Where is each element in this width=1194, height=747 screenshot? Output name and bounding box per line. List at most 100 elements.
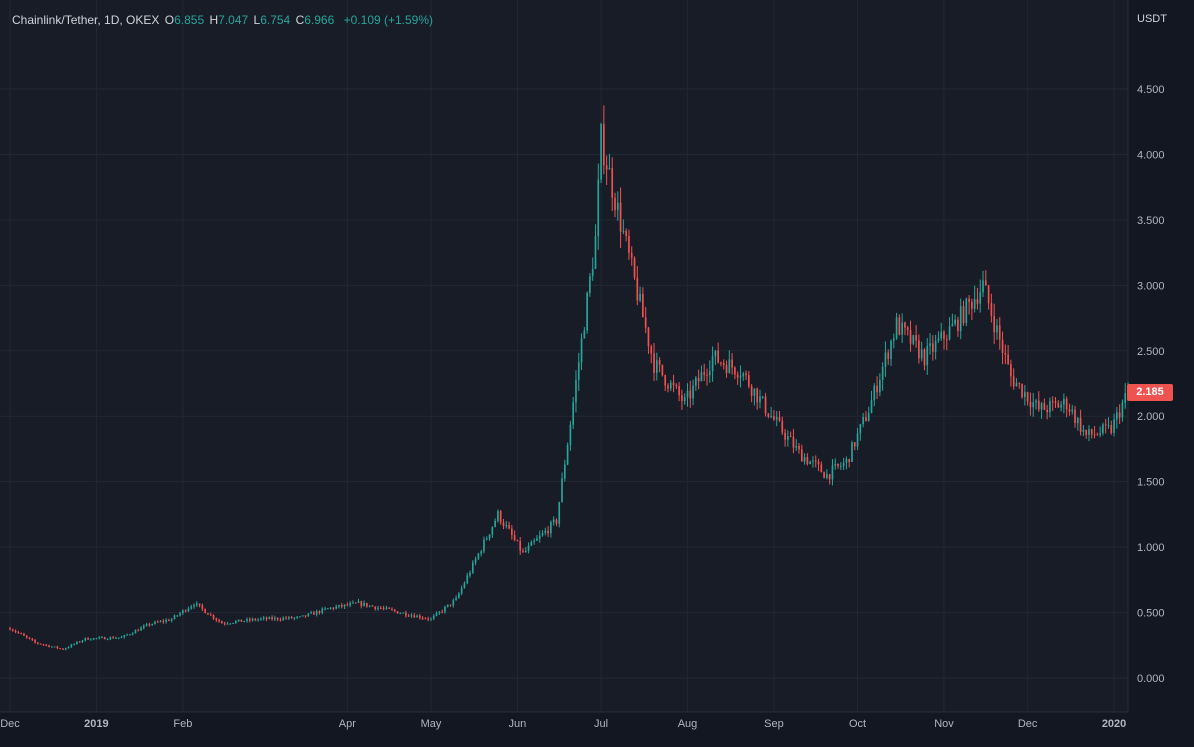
candle-body	[360, 601, 363, 606]
candle-body	[173, 615, 176, 620]
candle-body	[636, 277, 639, 301]
open-value: 6.855	[174, 13, 205, 27]
candle-body	[873, 385, 876, 401]
candle-body	[932, 343, 934, 352]
candle-body	[299, 616, 301, 618]
candle-body	[126, 634, 128, 636]
candle-body	[803, 457, 806, 462]
candle-body	[14, 630, 17, 632]
candle-body	[589, 276, 591, 293]
candle-body	[909, 330, 912, 344]
time-tick-label: Feb	[173, 718, 192, 730]
candle-body	[204, 608, 206, 614]
candle-body	[647, 327, 650, 347]
candle-body	[1054, 401, 1057, 404]
candle-body	[987, 285, 990, 304]
candle-body	[597, 179, 600, 237]
low-label: L	[253, 13, 261, 27]
candle-body	[315, 611, 318, 615]
candle-body	[622, 230, 625, 232]
candle-body	[951, 323, 954, 327]
candle-body	[527, 545, 530, 551]
candle-body	[1012, 376, 1015, 387]
candle-body	[865, 417, 867, 421]
candle-body	[959, 306, 962, 331]
candle-body	[876, 385, 878, 393]
candle-body	[310, 612, 312, 614]
candle-body	[382, 608, 385, 610]
symbol-name: Chainlink/Tether, 1D, OKEX	[12, 13, 160, 27]
candle-body	[1021, 383, 1023, 397]
candle-body	[488, 534, 491, 539]
candle-body	[142, 625, 145, 628]
high-label: H	[209, 13, 219, 27]
candle-body	[9, 628, 11, 630]
candle-body	[388, 607, 391, 609]
candle-body	[251, 618, 254, 621]
candle-body	[561, 478, 563, 503]
candle-body	[23, 633, 25, 636]
candle-body	[354, 602, 357, 604]
candle-body	[756, 388, 759, 403]
candle-body	[120, 637, 123, 639]
candle-body	[1049, 401, 1051, 413]
candle-body	[1107, 425, 1110, 427]
candle-body	[814, 460, 817, 462]
candle-body	[1079, 417, 1082, 432]
candle-body	[1051, 401, 1054, 403]
candle-body	[1068, 409, 1071, 412]
candle-body	[890, 340, 892, 359]
candle-body	[391, 608, 393, 610]
candle-body	[81, 640, 84, 642]
candle-body	[265, 617, 268, 620]
candle-body	[605, 165, 608, 170]
candle-body	[1001, 339, 1004, 353]
candle-body	[62, 648, 64, 650]
candle-body	[608, 168, 611, 170]
candle-body	[165, 619, 167, 622]
candle-body	[923, 349, 926, 366]
candle-body	[957, 319, 959, 331]
candle-body	[839, 466, 842, 468]
candle-body	[148, 624, 151, 626]
candle-body	[742, 373, 745, 377]
time-tick-label: Jun	[509, 718, 527, 730]
candle-body	[42, 644, 45, 646]
candle-body	[474, 559, 477, 563]
candle-body	[193, 605, 195, 607]
candle-body	[664, 375, 667, 386]
candle-body	[795, 445, 798, 448]
candle-body	[329, 607, 332, 609]
candle-body	[773, 416, 775, 420]
candle-body	[745, 373, 747, 376]
candle-body	[642, 293, 644, 318]
candle-body	[179, 613, 181, 616]
candle-body	[176, 615, 179, 617]
price-tick-label: 4.500	[1137, 84, 1165, 96]
candle-body	[469, 572, 471, 576]
candle-body	[407, 615, 410, 617]
candle-body	[714, 350, 717, 357]
plot-area[interactable]	[0, 0, 1128, 712]
candle-body	[1024, 392, 1026, 397]
low-value: 6.754	[260, 13, 291, 27]
candle-body	[628, 235, 630, 253]
candle-body	[1004, 352, 1007, 355]
candle-body	[831, 465, 834, 480]
candle-body	[379, 607, 382, 609]
candle-body	[784, 432, 786, 440]
candle-body	[644, 317, 647, 328]
candle-body	[98, 637, 101, 639]
candle-body	[787, 436, 789, 440]
candle-body	[812, 460, 814, 462]
candle-body	[70, 644, 73, 648]
candle-body	[1113, 419, 1115, 433]
candle-body	[134, 630, 137, 634]
candle-body	[20, 632, 22, 634]
candle-body	[435, 612, 438, 616]
candle-body	[943, 331, 945, 340]
candle-body	[494, 520, 496, 527]
candle-body	[706, 374, 708, 376]
candle-body	[324, 608, 326, 610]
